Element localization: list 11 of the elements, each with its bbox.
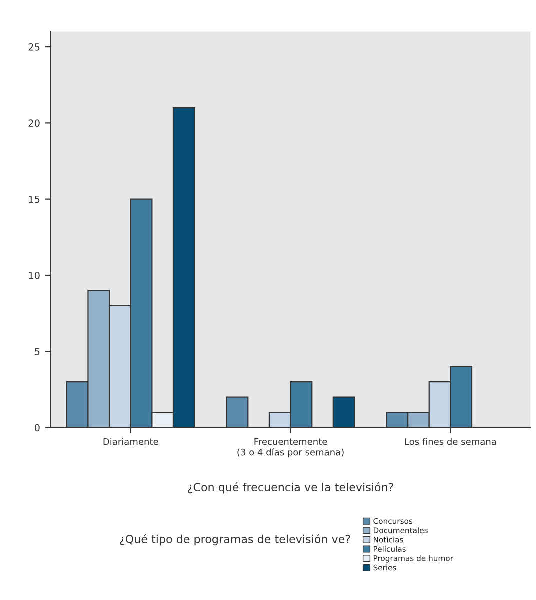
- x-axis-title: ¿Con qué frecuencia ve la televisión?: [188, 482, 394, 494]
- y-tick-label: 25: [28, 44, 40, 51]
- y-tick-label: 20: [28, 120, 40, 128]
- x-tick-label: Diariamente: [104, 438, 158, 446]
- x-tick-label: Frecuentemente (3 o 4 días por semana): [238, 438, 344, 458]
- y-tick-label: 0: [34, 424, 40, 432]
- y-tick-label: 15: [29, 196, 40, 204]
- legend-title: ¿Qué tipo de programas de televisión ve?: [120, 534, 350, 546]
- x-tick-label: Los fines de semana: [405, 438, 496, 446]
- y-tick-label: 5: [35, 348, 40, 356]
- y-tick-label: 10: [29, 272, 40, 280]
